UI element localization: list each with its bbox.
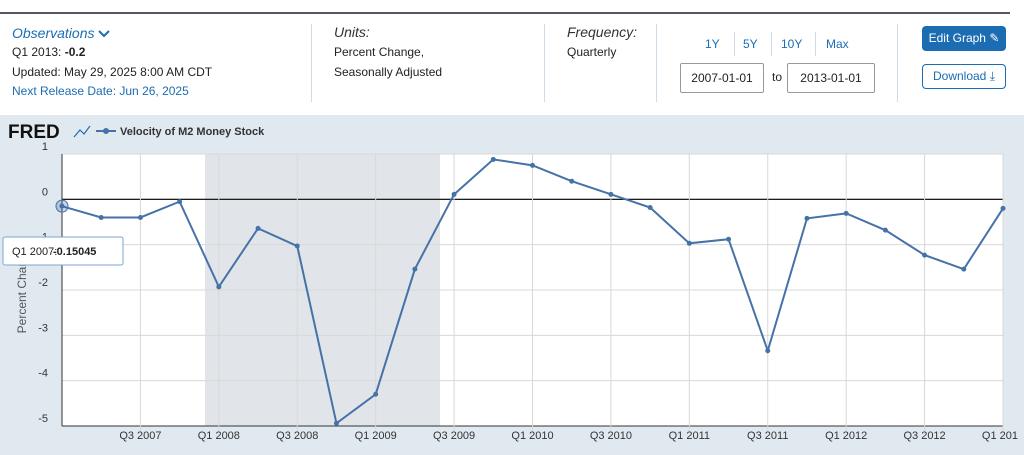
divider (897, 24, 898, 102)
next-release[interactable]: Next Release Date: Jun 26, 2025 (12, 84, 189, 98)
data-point (333, 420, 339, 426)
data-point (294, 243, 300, 249)
frequency: Quarterly (567, 45, 617, 59)
observations-label: Observations (12, 25, 95, 41)
legend-label: Velocity of M2 Money Stock (120, 126, 265, 138)
y-tick-label: -5 (38, 413, 48, 425)
x-tick-label: Q1 2010 (511, 430, 553, 442)
latest-label: Q1 2013: (12, 45, 62, 59)
range-button[interactable]: 10Y (781, 37, 803, 51)
data-point (726, 236, 732, 242)
y-tick-label: -4 (38, 368, 48, 380)
data-point (490, 156, 496, 162)
data-point (216, 284, 222, 290)
range-divider (771, 32, 772, 56)
data-point (765, 348, 771, 354)
start-date-input[interactable]: 2007-01-01 (680, 63, 764, 93)
y-tick-label: -3 (38, 322, 48, 334)
data-point (451, 191, 457, 197)
y-tick-label: -2 (38, 277, 48, 289)
data-point (961, 266, 967, 272)
range-button[interactable]: 5Y (743, 37, 758, 51)
hover-marker (55, 199, 69, 213)
data-point (530, 162, 535, 168)
range-button[interactable]: 1Y (705, 37, 720, 51)
top-rule (0, 12, 1010, 14)
x-tick-label: Q3 2009 (433, 430, 475, 442)
tooltip-box (2, 236, 124, 266)
chevron-icon (98, 30, 111, 38)
edit-graph-button[interactable]: Edit Graph ✎ (922, 26, 1006, 51)
units-title: Units: (334, 24, 370, 40)
range-button[interactable]: Max (826, 37, 849, 51)
data-point (1000, 205, 1006, 211)
tooltip-value: -0.15045 (53, 246, 96, 258)
observations-toggle[interactable]: Observations (12, 25, 111, 41)
x-tick-label: Q1 2012 (825, 430, 867, 442)
download-button[interactable]: Download ⤓ (922, 64, 1006, 89)
data-point (922, 252, 928, 258)
divider (544, 24, 545, 102)
to-label: to (772, 70, 783, 84)
data-point (843, 210, 849, 216)
data-point (647, 204, 653, 210)
y-tick-label: 1 (42, 141, 48, 153)
y-axis-label: Percent Change (15, 246, 29, 333)
x-tick-label: Q1 2008 (198, 430, 240, 442)
x-tick-label: Q3 2008 (276, 430, 318, 442)
x-tick-label: Q3 2007 (119, 430, 161, 442)
updated: Updated: May 29, 2025 8:00 AM CDT (12, 65, 213, 79)
frequency-title: Frequency: (567, 24, 638, 40)
legend-swatch-dot (103, 128, 109, 134)
fred-logo: FRED (8, 122, 60, 143)
edit-graph-label: Edit Graph (928, 31, 986, 45)
units-line: Percent Change, (334, 45, 425, 59)
data-point (686, 240, 692, 246)
data-point (177, 199, 183, 205)
divider (311, 24, 312, 102)
data-point (412, 266, 418, 272)
data-point (373, 391, 379, 397)
data-point (882, 227, 888, 233)
data-point (137, 214, 143, 220)
range-divider (815, 32, 816, 56)
units-line: Seasonally Adjusted (334, 65, 443, 79)
x-tick-label: Q3 2012 (903, 430, 945, 442)
x-tick-label: Q1 2011 (669, 430, 710, 442)
end-date-input[interactable]: 2013-01-01 (787, 63, 875, 93)
divider (656, 24, 657, 102)
data-point (608, 191, 614, 197)
x-tick-label: Q1 2009 (355, 430, 397, 442)
data-point (98, 214, 104, 220)
tooltip: Q1 2007:-0.15045 (2, 236, 124, 266)
latest-value: -0.2 (64, 45, 86, 59)
tooltip-label: Q1 2007: (12, 246, 57, 258)
page-edge-mask (1018, 115, 1024, 455)
latest-observation: Q1 2013: -0.2 (12, 45, 85, 59)
y-tick-label: 0 (42, 186, 48, 198)
x-tick-label: Q1 2013 (982, 430, 1024, 442)
download-label: Download (932, 69, 987, 83)
data-point (569, 178, 575, 184)
data-point (255, 225, 261, 231)
graph-icon (73, 125, 91, 138)
x-tick-label: Q3 2011 (747, 430, 788, 442)
data-point (804, 215, 810, 221)
data-point (59, 203, 65, 209)
range-divider (734, 32, 735, 56)
x-tick-label: Q3 2010 (590, 430, 632, 442)
